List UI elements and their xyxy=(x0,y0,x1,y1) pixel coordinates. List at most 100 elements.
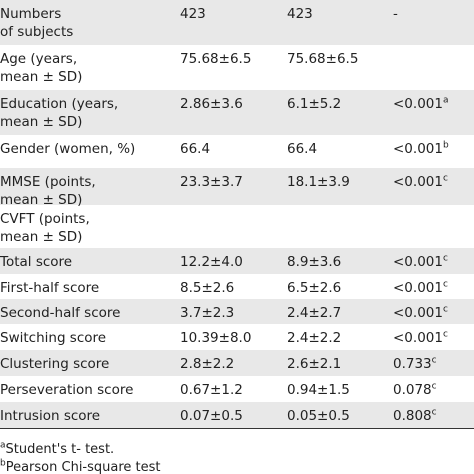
table-row: Clustering score 2.8±2.2 2.6±2.1 0.733c xyxy=(0,350,474,376)
cell-text: <0.001 xyxy=(393,330,443,346)
cell-value: 2.4±2.2 xyxy=(287,329,341,347)
cell-text: 0.078 xyxy=(393,382,432,398)
cell-text: 6.1±5.2 xyxy=(287,96,342,112)
row-label: MMSE (points, mean ± SD) xyxy=(0,173,96,209)
footnote-marker: a xyxy=(442,95,449,106)
row-label: First-half score xyxy=(0,279,99,297)
cell-value: 8.9±3.6 xyxy=(287,253,341,271)
row-label: Intrusion score xyxy=(0,407,100,425)
footnote: aStudent's t- test. xyxy=(0,441,114,457)
cell-text: 2.4±2.2 xyxy=(287,330,342,346)
cell-text: 23.3±3.7 xyxy=(180,174,243,190)
cell-text: 3.7±2.3 xyxy=(180,305,235,321)
cell-text: Age (years, mean ± SD) xyxy=(0,51,83,85)
table-row: Intrusion score 0.07±0.5 0.05±0.5 0.808c xyxy=(0,402,474,428)
cell-text: <0.001 xyxy=(393,280,443,296)
cell-value: 6.1±5.2 xyxy=(287,95,341,113)
cell-text: 0.07±0.5 xyxy=(180,408,243,424)
cell-value: <0.001c xyxy=(393,279,448,297)
cell-value: <0.001c xyxy=(393,329,448,347)
table-row: First-half score 8.5±2.6 6.5±2.6 <0.001c xyxy=(0,274,474,299)
cell-value: 2.4±2.7 xyxy=(287,304,341,322)
cell-value: 6.5±2.6 xyxy=(287,279,341,297)
row-label: Second-half score xyxy=(0,304,120,322)
footnote-marker: c xyxy=(442,279,448,290)
cell-value: 23.3±3.7 xyxy=(180,173,243,191)
cell-value: 3.7±2.3 xyxy=(180,304,234,322)
cell-value: <0.001a xyxy=(393,95,448,113)
table-row: Numbers of subjects 423 423 - xyxy=(0,0,474,45)
cell-value: 66.4 xyxy=(180,140,210,158)
row-label: Switching score xyxy=(0,329,106,347)
cell-text: 10.39±8.0 xyxy=(180,330,252,346)
cell-value: 18.1±3.9 xyxy=(287,173,350,191)
cell-text: Clustering score xyxy=(0,356,110,372)
cell-text: CVFT (points, mean ± SD) xyxy=(0,211,90,245)
cell-text: 0.94±1.5 xyxy=(287,382,350,398)
cell-value: 2.86±3.6 xyxy=(180,95,243,113)
cell-text: 8.9±3.6 xyxy=(287,254,342,270)
cell-text: 423 xyxy=(287,6,313,22)
cell-text: 2.4±2.7 xyxy=(287,305,342,321)
table-row: Education (years, mean ± SD) 2.86±3.6 6.1±… xyxy=(0,90,474,135)
row-label: Education (years, mean ± SD) xyxy=(0,95,118,131)
footnote-marker: c xyxy=(431,355,437,366)
cell-value: 12.2±4.0 xyxy=(180,253,243,271)
cell-text: 12.2±4.0 xyxy=(180,254,243,270)
row-label: CVFT (points, mean ± SD) xyxy=(0,210,90,246)
cell-text: 0.733 xyxy=(393,356,432,372)
footnote-mark: b xyxy=(0,458,6,469)
cell-text: 8.5±2.6 xyxy=(180,280,235,296)
cell-text: 75.68±6.5 xyxy=(287,51,359,67)
cell-text: 0.808 xyxy=(393,408,432,424)
footnote-marker: c xyxy=(442,329,448,340)
cell-text: First-half score xyxy=(0,280,100,296)
table-row: Total score 12.2±4.0 8.9±3.6 <0.001c xyxy=(0,248,474,274)
cell-value: 66.4 xyxy=(287,140,317,158)
cell-value: <0.001b xyxy=(393,140,449,158)
footnote-marker: c xyxy=(442,304,448,315)
cell-value: 0.07±0.5 xyxy=(180,407,243,425)
cell-value: <0.001c xyxy=(393,173,448,191)
cell-value: 0.67±1.2 xyxy=(180,381,243,399)
footnote: bPearson Chi-square test xyxy=(0,458,161,474)
cell-value: 0.078c xyxy=(393,381,437,399)
cell-text: <0.001 xyxy=(393,305,443,321)
cell-text: <0.001 xyxy=(393,96,443,112)
cell-text: Second-half score xyxy=(0,305,121,321)
cell-text: Total score xyxy=(0,254,73,270)
cell-value: - xyxy=(393,5,398,23)
table-row: Switching score 10.39±8.0 2.4±2.2 <0.001c xyxy=(0,324,474,350)
footnote-marker: c xyxy=(442,253,448,264)
cell-text: - xyxy=(393,6,398,22)
row-label: Gender (women, %) xyxy=(0,140,135,158)
cell-text: 0.05±0.5 xyxy=(287,408,350,424)
cell-text: <0.001 xyxy=(393,141,443,157)
table-row: Second-half score 3.7±2.3 2.4±2.7 <0.001c xyxy=(0,299,474,324)
cell-text: 2.8±2.2 xyxy=(180,356,235,372)
row-label: Clustering score xyxy=(0,355,109,373)
footnote-marker: c xyxy=(431,381,437,392)
cell-value: 0.808c xyxy=(393,407,437,425)
table-row: Gender (women, %) 66.4 66.4 <0.001b xyxy=(0,135,474,168)
cell-text: Switching score xyxy=(0,330,107,346)
cell-value: 2.6±2.1 xyxy=(287,355,341,373)
cell-text: 18.1±3.9 xyxy=(287,174,350,190)
row-label: Numbers of subjects xyxy=(0,5,73,41)
cell-text: 66.4 xyxy=(287,141,318,157)
table-row: Age (years, mean ± SD) 75.68±6.5 75.68±6.5 xyxy=(0,45,474,90)
table-row: MMSE (points, mean ± SD) 23.3±3.7 18.1±3.9… xyxy=(0,168,474,208)
bottom-rule xyxy=(0,428,474,429)
row-label: Total score xyxy=(0,253,72,271)
footnote-marker: c xyxy=(442,173,448,184)
cell-value: <0.001c xyxy=(393,253,448,271)
cell-text: Numbers of subjects xyxy=(0,6,74,40)
cell-text: 75.68±6.5 xyxy=(180,51,252,67)
cell-text: <0.001 xyxy=(393,254,443,270)
cell-text: 2.86±3.6 xyxy=(180,96,243,112)
cell-value: 8.5±2.6 xyxy=(180,279,234,297)
cell-value: 0.94±1.5 xyxy=(287,381,350,399)
cell-text: 2.6±2.1 xyxy=(287,356,342,372)
cell-text: Gender (women, %) xyxy=(0,141,136,157)
cell-value: <0.001c xyxy=(393,304,448,322)
